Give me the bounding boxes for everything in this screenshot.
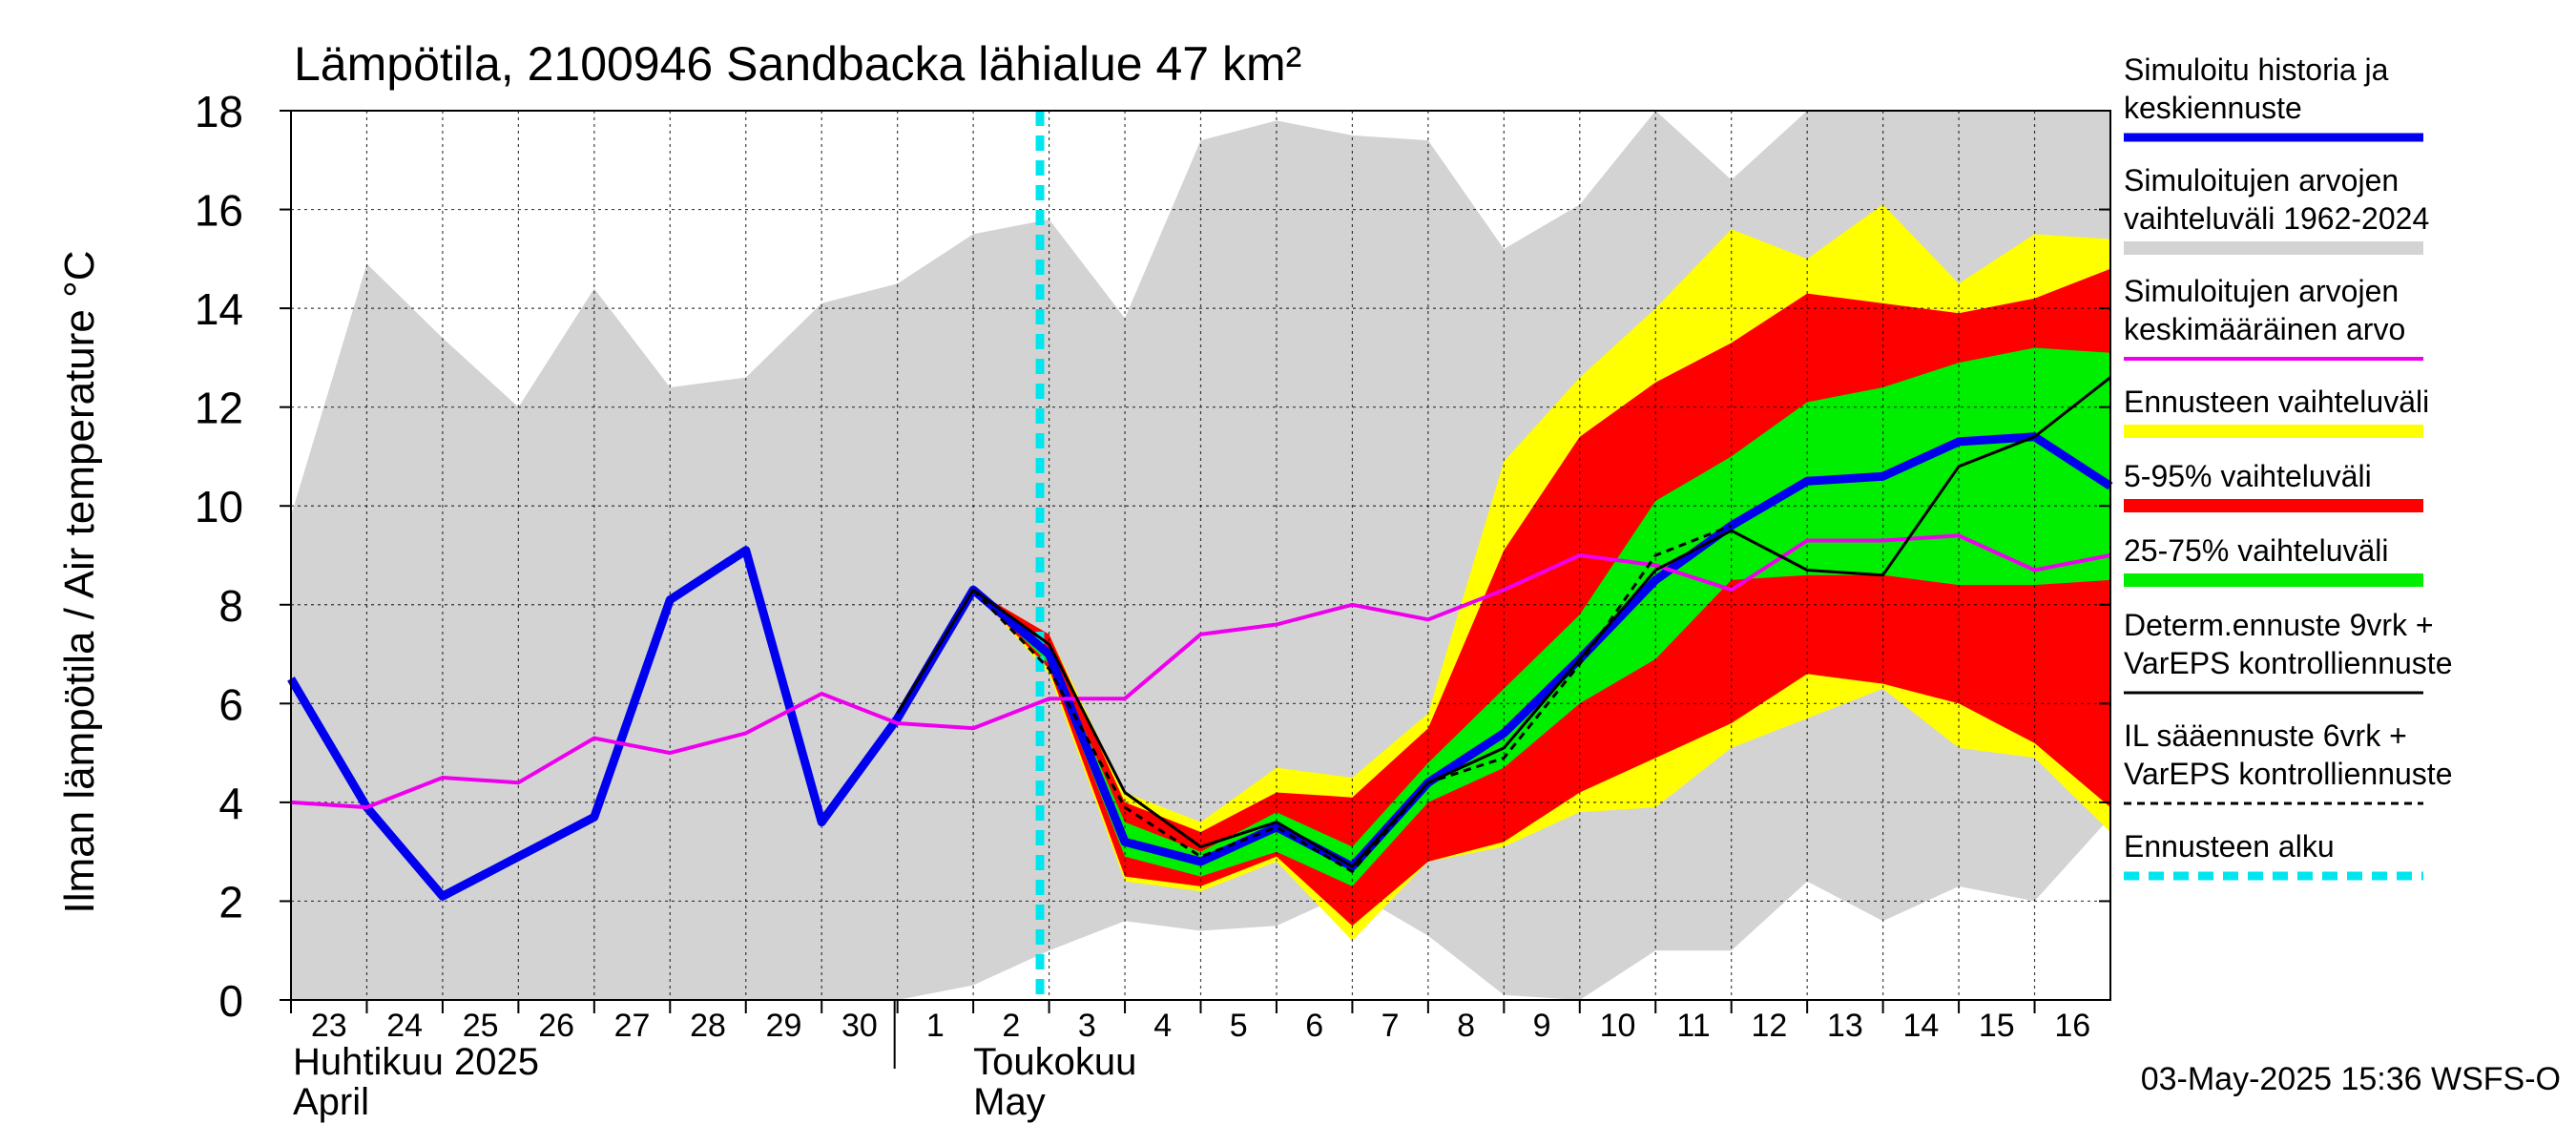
series-line-2 <box>896 376 2111 868</box>
x-tick-label: 26 <box>538 1008 574 1044</box>
y-tick-label: 12 <box>195 384 243 433</box>
y-tick-label: 16 <box>195 186 243 236</box>
x-tick-label: 5 <box>1230 1008 1248 1044</box>
y-tick-label: 10 <box>195 482 243 531</box>
grid-layer <box>291 111 2110 1000</box>
series-line-0 <box>287 432 2113 901</box>
x-tick-label: 6 <box>1305 1008 1323 1044</box>
legend-label-6: VarEPS kontrolliennuste <box>2124 646 2452 680</box>
legend-label-4: 5-95% vaihteluväli <box>2124 459 2372 493</box>
x-tick-label: 24 <box>386 1008 423 1044</box>
y-tick-label: 18 <box>195 87 243 136</box>
legend-label-1: vaihteluväli 1962-2024 <box>2124 201 2429 236</box>
y-tick-label: 6 <box>218 679 243 729</box>
series-line-3 <box>972 524 1733 873</box>
legend-label-0: Simuloitu historia ja <box>2124 52 2389 87</box>
month-label-en: April <box>293 1081 369 1123</box>
legend-label-2: Simuloitujen arvojen <box>2124 274 2399 308</box>
legend-label-7: VarEPS kontrolliennuste <box>2124 757 2452 791</box>
series-line-1 <box>290 533 2111 810</box>
x-tick-label: 3 <box>1078 1008 1096 1044</box>
y-tick-label: 0 <box>218 976 243 1026</box>
x-tick-label: 30 <box>841 1008 878 1044</box>
y-tick-label: 14 <box>195 284 243 334</box>
y-tick-label: 4 <box>218 779 243 828</box>
timestamp: 03-May-2025 15:36 WSFS-O <box>2141 1061 2561 1097</box>
legend-label-0: keskiennuste <box>2124 91 2302 125</box>
legend-label-6: Determ.ennuste 9vrk + <box>2124 608 2434 642</box>
x-tick-label: 27 <box>614 1008 651 1044</box>
x-tick-label: 16 <box>2054 1008 2090 1044</box>
x-tick-label: 11 <box>1676 1008 1710 1044</box>
x-tick-label: 12 <box>1752 1008 1788 1044</box>
y-tick-label: 8 <box>218 581 243 631</box>
legend-label-3: Ennusteen vaihteluväli <box>2124 385 2429 419</box>
x-tick-label: 9 <box>1533 1008 1551 1044</box>
month-label-en: May <box>973 1081 1046 1123</box>
legend-label-2: keskimääräinen arvo <box>2124 312 2405 346</box>
x-tick-label: 14 <box>1902 1008 1939 1044</box>
x-tick-label: 10 <box>1600 1008 1636 1044</box>
legend-label-8: Ennusteen alku <box>2124 829 2335 864</box>
legend-label-7: IL sääennuste 6vrk + <box>2124 718 2407 753</box>
chart-title: Lämpötila, 2100946 Sandbacka lähialue 47… <box>294 37 1301 91</box>
month-label: Toukokuu <box>973 1041 1136 1083</box>
plot-area <box>287 111 2113 1000</box>
x-tick-label: 15 <box>1979 1008 2015 1044</box>
x-tick-label: 25 <box>463 1008 499 1044</box>
x-tick-label: 29 <box>766 1008 802 1044</box>
y-axis-label: Ilman lämpötila / Air temperature °C <box>56 251 103 914</box>
x-tick-label: 7 <box>1381 1008 1400 1044</box>
month-label: Huhtikuu 2025 <box>293 1041 539 1083</box>
y-tick-label: 2 <box>218 877 243 926</box>
x-tick-label: 28 <box>690 1008 726 1044</box>
x-tick-label: 23 <box>311 1008 347 1044</box>
x-tick-label: 13 <box>1827 1008 1863 1044</box>
legend-label-1: Simuloitujen arvojen <box>2124 163 2399 198</box>
legend-label-5: 25-75% vaihteluväli <box>2124 533 2389 568</box>
x-tick-label: 1 <box>926 1008 945 1044</box>
x-tick-label: 2 <box>1002 1008 1020 1044</box>
line-layer <box>287 111 2113 1000</box>
x-tick-label: 4 <box>1153 1008 1172 1044</box>
x-tick-label: 8 <box>1457 1008 1475 1044</box>
legend: Simuloitu historia ja keskiennuste Simuloi… <box>2124 52 2452 881</box>
